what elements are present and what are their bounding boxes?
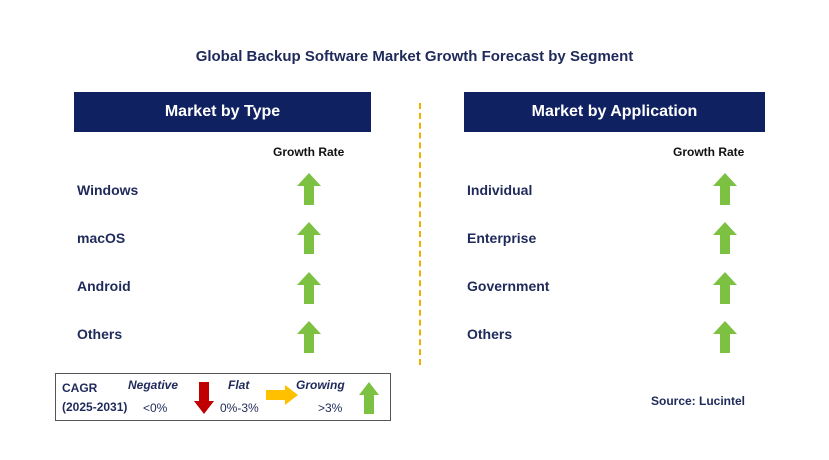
application-government-up-arrow-icon <box>713 272 737 304</box>
negative-down-arrow-icon <box>194 382 214 414</box>
legend-negative-label: Negative <box>128 378 179 392</box>
type-label-android: Android <box>77 278 131 294</box>
application-label-others: Others <box>467 326 513 342</box>
legend-flat-value: 0%-3% <box>220 401 259 415</box>
type-growth-rate-label: Growth Rate <box>273 145 345 159</box>
application-others-up-arrow-icon <box>713 321 737 353</box>
application-individual-up-arrow-icon <box>713 173 737 205</box>
type-label-others: Others <box>77 326 123 342</box>
type-label-macos: macOS <box>77 230 126 246</box>
source-note: Source: Lucintel <box>651 394 746 408</box>
application-growth-rate-label: Growth Rate <box>673 145 745 159</box>
application-label-enterprise: Enterprise <box>467 230 537 246</box>
legend-period: (2025-2031) <box>62 400 128 414</box>
flat-right-arrow-icon <box>266 385 298 405</box>
legend-negative-value: <0% <box>143 401 168 415</box>
type-android-up-arrow-icon <box>297 272 321 304</box>
application-enterprise-up-arrow-icon <box>713 222 737 254</box>
legend-flat-label: Flat <box>228 378 250 392</box>
type-label-windows: Windows <box>77 182 139 198</box>
type-windows-up-arrow-icon <box>297 173 321 205</box>
type-panel-header: Market by Type <box>74 92 371 132</box>
type-macos-up-arrow-icon <box>297 222 321 254</box>
legend-cagr-label: CAGR <box>62 381 98 395</box>
legend-growing-label: Growing <box>296 378 345 392</box>
cagr-legend: CAGR (2025-2031) Negative <0% Flat 0%-3%… <box>55 373 391 421</box>
legend-growing-value: >3% <box>318 401 343 415</box>
growing-up-arrow-icon <box>359 382 379 414</box>
application-label-government: Government <box>467 278 550 294</box>
type-others-up-arrow-icon <box>297 321 321 353</box>
application-panel-header: Market by Application <box>464 92 765 132</box>
application-label-individual: Individual <box>467 182 533 198</box>
chart-title: Global Backup Software Market Growth For… <box>195 48 634 65</box>
panel-divider <box>419 103 421 365</box>
